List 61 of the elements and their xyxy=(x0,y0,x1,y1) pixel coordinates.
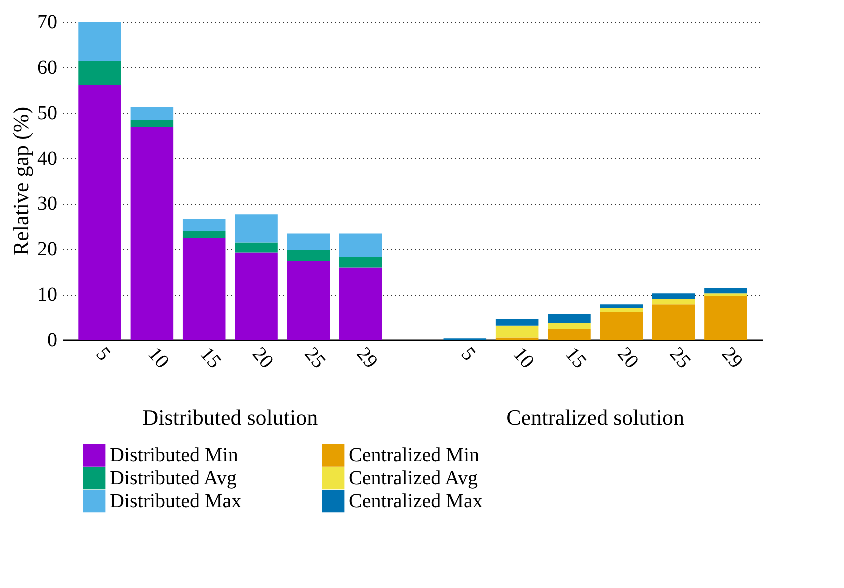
legend-label: Distributed Min xyxy=(110,444,238,467)
legend-label: Centralized Max xyxy=(349,490,483,512)
bar xyxy=(235,252,278,340)
bar xyxy=(78,62,122,86)
bar xyxy=(339,268,382,340)
bar xyxy=(287,234,330,250)
bar xyxy=(130,120,174,128)
bar xyxy=(339,257,382,268)
bar xyxy=(496,326,539,338)
legend-label: Distributed Max xyxy=(110,490,242,512)
bar xyxy=(652,294,696,300)
bar xyxy=(548,323,591,330)
bar xyxy=(78,85,122,340)
bar xyxy=(548,330,591,340)
x-tick-label: 10 xyxy=(508,343,539,373)
bar xyxy=(704,296,748,340)
bar xyxy=(652,299,696,305)
x-tick-label: 29 xyxy=(718,343,748,373)
x-tick-label: 10 xyxy=(144,343,174,373)
y-tick-label: 40 xyxy=(38,148,58,170)
x-tick-label: 29 xyxy=(352,343,382,373)
x-tick-label: 25 xyxy=(665,343,696,373)
y-tick-label: 10 xyxy=(38,284,58,306)
bar xyxy=(287,261,330,340)
bar xyxy=(182,238,226,340)
legend-label: Centralized Avg xyxy=(349,468,478,490)
x-tick-label: 20 xyxy=(248,343,278,373)
y-tick-label: 20 xyxy=(38,238,58,261)
bar xyxy=(704,288,748,294)
bar xyxy=(600,308,644,312)
bar xyxy=(235,214,278,243)
bar xyxy=(548,314,591,324)
bar xyxy=(130,107,174,120)
bar xyxy=(130,127,174,340)
bar xyxy=(287,250,330,262)
bar xyxy=(182,219,226,231)
text: Centralized solution xyxy=(506,405,684,430)
x-tick-label: 15 xyxy=(196,343,226,373)
bar xyxy=(600,312,644,340)
bar xyxy=(496,320,539,326)
x-tick-label: 20 xyxy=(613,343,643,373)
bar xyxy=(182,230,226,238)
legend-label: Distributed Avg xyxy=(110,468,237,490)
bar xyxy=(652,304,696,340)
bar xyxy=(339,234,382,258)
legend-label: Centralized Min xyxy=(349,444,480,467)
text: Distributed solution xyxy=(142,405,318,430)
bar xyxy=(78,22,122,62)
x-tick-label: 25 xyxy=(300,343,330,373)
bar xyxy=(600,304,644,308)
y-tick-label: 30 xyxy=(38,193,58,216)
y-axis-title: Relative gap (%) xyxy=(8,106,34,256)
y-tick-label: 60 xyxy=(38,56,58,79)
x-tick-label: 5 xyxy=(92,343,115,366)
y-tick-label: 0 xyxy=(48,330,58,352)
bar xyxy=(235,242,278,253)
x-tick-label: 15 xyxy=(561,343,591,373)
y-tick-label: 70 xyxy=(38,12,58,34)
x-tick-label: 5 xyxy=(456,343,480,366)
y-tick-label: 50 xyxy=(38,102,58,124)
bar xyxy=(704,294,748,296)
